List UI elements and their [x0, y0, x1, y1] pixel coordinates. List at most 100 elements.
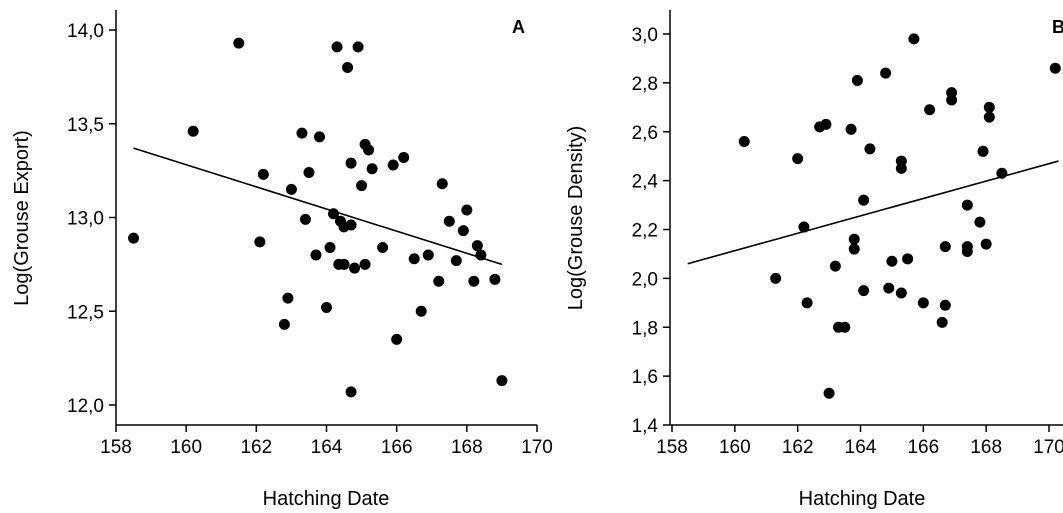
y-tick-label: 3,0	[632, 25, 658, 46]
data-point	[883, 282, 895, 294]
data-point	[977, 145, 989, 157]
data-point	[366, 163, 378, 175]
data-point	[468, 275, 480, 287]
data-point	[895, 162, 907, 174]
data-point	[278, 318, 290, 330]
data-point	[450, 255, 462, 267]
trend-line	[687, 160, 1059, 265]
y-tick-label: 12,5	[67, 302, 104, 323]
x-axis-title: Hatching Date	[263, 488, 390, 510]
data-point	[282, 292, 294, 304]
data-point	[257, 168, 269, 180]
data-point	[422, 249, 434, 261]
data-point	[338, 258, 350, 270]
data-point	[864, 143, 876, 155]
x-tick-label: 160	[170, 437, 202, 458]
data-point	[936, 316, 948, 328]
y-tick-label: 12,0	[67, 396, 104, 417]
data-point	[254, 236, 266, 248]
panel-letter: A	[512, 17, 525, 37]
data-point	[801, 297, 813, 309]
y-tick-label: 1,8	[632, 318, 658, 339]
data-point	[917, 297, 929, 309]
data-point	[961, 245, 973, 257]
y-tick-label: 2,0	[632, 269, 658, 290]
x-tick-label: 158	[656, 437, 688, 458]
data-point	[489, 273, 501, 285]
data-point	[310, 249, 322, 261]
x-axis-title: Hatching Date	[799, 488, 926, 510]
data-point	[908, 33, 920, 45]
data-point	[461, 204, 473, 216]
data-point	[939, 299, 951, 311]
data-point	[408, 253, 420, 265]
data-point	[433, 275, 445, 287]
data-point	[128, 232, 140, 244]
fit-line-layer	[687, 160, 1059, 265]
x-tick-label: 166	[381, 437, 413, 458]
data-point	[851, 74, 863, 86]
data-point	[820, 118, 832, 130]
x-tick-label: 168	[451, 437, 483, 458]
tick-layer: 158 160 162 164 166 168 170 12,0 12,5 13,0 13,5 14,…	[67, 21, 553, 458]
panel-letter: B	[1052, 17, 1063, 37]
data-point	[924, 104, 936, 116]
data-point	[377, 242, 389, 253]
data-point	[313, 131, 325, 143]
data-point	[798, 221, 810, 233]
x-tick-label: 168	[970, 437, 1002, 458]
data-point	[363, 144, 375, 156]
y-tick-label: 2,2	[632, 221, 658, 242]
data-point	[939, 241, 951, 253]
x-tick-label: 164	[845, 437, 877, 458]
y-tick-label: 2,6	[632, 123, 658, 144]
data-point	[296, 127, 308, 139]
y-tick-label: 14,0	[67, 21, 104, 42]
data-point	[345, 157, 357, 169]
chart-panel-a: A Hatching Date Log(Grouse Export) 158 16…	[11, 10, 553, 510]
points-layer	[738, 33, 1061, 399]
data-point	[415, 305, 427, 317]
data-point	[823, 387, 835, 399]
y-tick-label: 13,5	[67, 115, 104, 136]
data-point	[738, 136, 750, 148]
data-point	[321, 302, 332, 313]
data-point	[187, 125, 199, 137]
data-point	[285, 183, 297, 195]
x-tick-label: 170	[1033, 437, 1063, 458]
data-point	[342, 62, 354, 73]
data-point	[436, 178, 448, 190]
data-point	[387, 159, 399, 171]
trend-line	[133, 147, 503, 266]
x-tick-label: 162	[240, 437, 272, 458]
data-point	[352, 41, 364, 53]
x-tick-label: 166	[907, 437, 939, 458]
data-point	[345, 386, 357, 398]
data-point	[443, 215, 455, 227]
data-point	[974, 216, 986, 228]
data-point	[839, 321, 851, 333]
data-point	[886, 255, 898, 267]
data-point	[829, 260, 841, 272]
data-point	[475, 249, 487, 261]
y-tick-label: 2,8	[632, 74, 658, 95]
y-axis-title: Log(Grouse Export)	[11, 130, 33, 306]
data-point	[880, 67, 892, 79]
data-point	[359, 258, 371, 270]
data-point	[233, 37, 245, 49]
data-point	[961, 199, 973, 211]
data-point	[858, 194, 870, 206]
data-point	[980, 238, 992, 250]
x-tick-label: 162	[782, 437, 814, 458]
data-point	[324, 242, 336, 253]
x-tick-label: 170	[521, 437, 553, 458]
data-point	[895, 287, 907, 299]
points-layer	[128, 37, 508, 398]
chart-panel-b: B Hatching Date Log(Grouse Density) 158 1…	[565, 10, 1063, 510]
data-point	[848, 243, 860, 255]
data-point	[349, 262, 361, 274]
data-point	[902, 253, 914, 265]
data-point	[398, 152, 410, 163]
data-point	[770, 272, 782, 284]
